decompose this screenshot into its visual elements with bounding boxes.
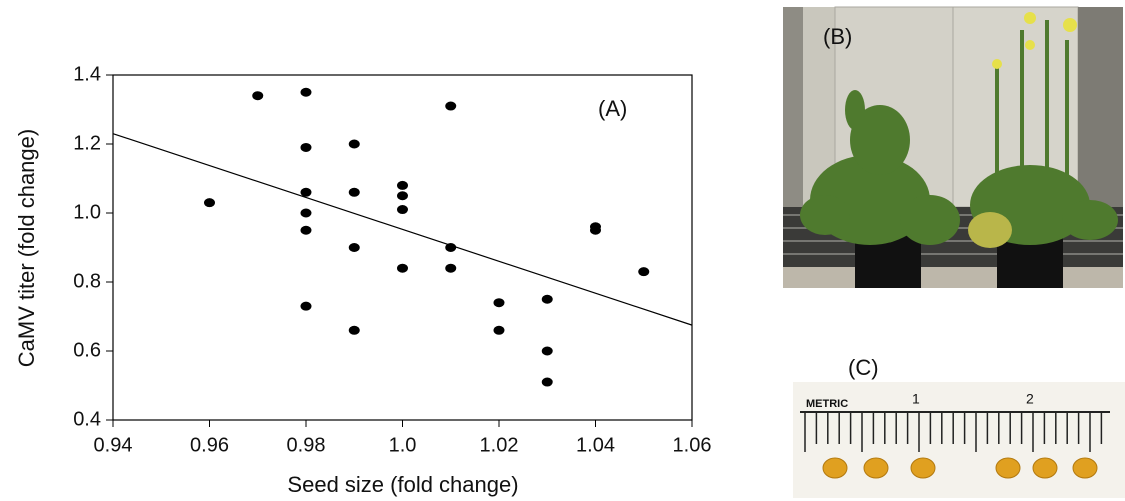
panel-label: (A) <box>598 96 627 121</box>
plot: (A) Seed size (fold change) CaMV titer (… <box>14 63 712 497</box>
panel-label: (B) <box>823 24 852 49</box>
point <box>348 325 360 335</box>
x-tick-label: 0.94 <box>94 434 133 456</box>
ruler-number: 2 <box>1026 391 1034 407</box>
point <box>300 301 312 311</box>
point <box>590 225 601 235</box>
x-tick-label: 0.96 <box>190 434 229 456</box>
plant-photo: (B) <box>783 6 1123 288</box>
point <box>541 346 553 356</box>
y-axis-label: CaMV titer (fold change) <box>14 129 39 367</box>
point <box>300 87 312 97</box>
point <box>541 377 553 387</box>
wall-post <box>783 7 803 207</box>
x-tick-label: 1.04 <box>576 434 615 456</box>
seed <box>1072 457 1098 479</box>
ruler-text: METRIC <box>806 398 848 410</box>
ruler-background <box>793 382 1125 498</box>
seed <box>910 457 936 479</box>
trend-line <box>112 133 693 326</box>
point <box>300 142 312 152</box>
point <box>397 205 408 215</box>
point <box>493 325 505 335</box>
y-tick-label: 1.4 <box>73 63 101 85</box>
point <box>638 267 650 277</box>
panel-label: (C) <box>848 355 879 380</box>
leaves <box>800 20 1118 248</box>
ruler-number: 1 <box>912 391 920 407</box>
ruler: METRIC 1 2 <box>793 382 1125 498</box>
y-tick-label: 1.0 <box>73 201 101 223</box>
floor <box>783 267 1123 288</box>
plot-frame <box>112 74 693 421</box>
point <box>493 298 505 308</box>
point <box>397 263 408 273</box>
seed <box>863 457 889 479</box>
x-tick-label: 1.06 <box>673 434 712 456</box>
point <box>204 198 215 208</box>
flowers <box>992 12 1077 69</box>
seed <box>822 457 848 479</box>
point <box>348 139 360 149</box>
point <box>445 243 457 252</box>
x-tick-label: 0.98 <box>287 434 326 456</box>
point <box>445 263 457 273</box>
point <box>300 187 312 197</box>
x-tick-label: 1.02 <box>480 434 519 456</box>
y-tick-label: 0.4 <box>73 408 101 430</box>
wall-post <box>1078 7 1123 207</box>
y-tick-label: 1.2 <box>73 132 101 154</box>
seed <box>995 457 1021 479</box>
x-tick-label: 1.0 <box>389 434 417 456</box>
y-tick-label: 0.6 <box>73 339 101 361</box>
point <box>348 243 360 252</box>
point <box>397 180 408 190</box>
x-axis-label: Seed size (fold change) <box>287 472 518 497</box>
point <box>300 225 312 235</box>
point <box>348 187 360 197</box>
point <box>445 101 457 111</box>
point <box>300 208 312 218</box>
y-tick-label: 0.8 <box>73 270 101 292</box>
point <box>541 294 553 304</box>
point <box>252 91 264 101</box>
seed <box>1032 457 1058 479</box>
point <box>397 191 408 201</box>
